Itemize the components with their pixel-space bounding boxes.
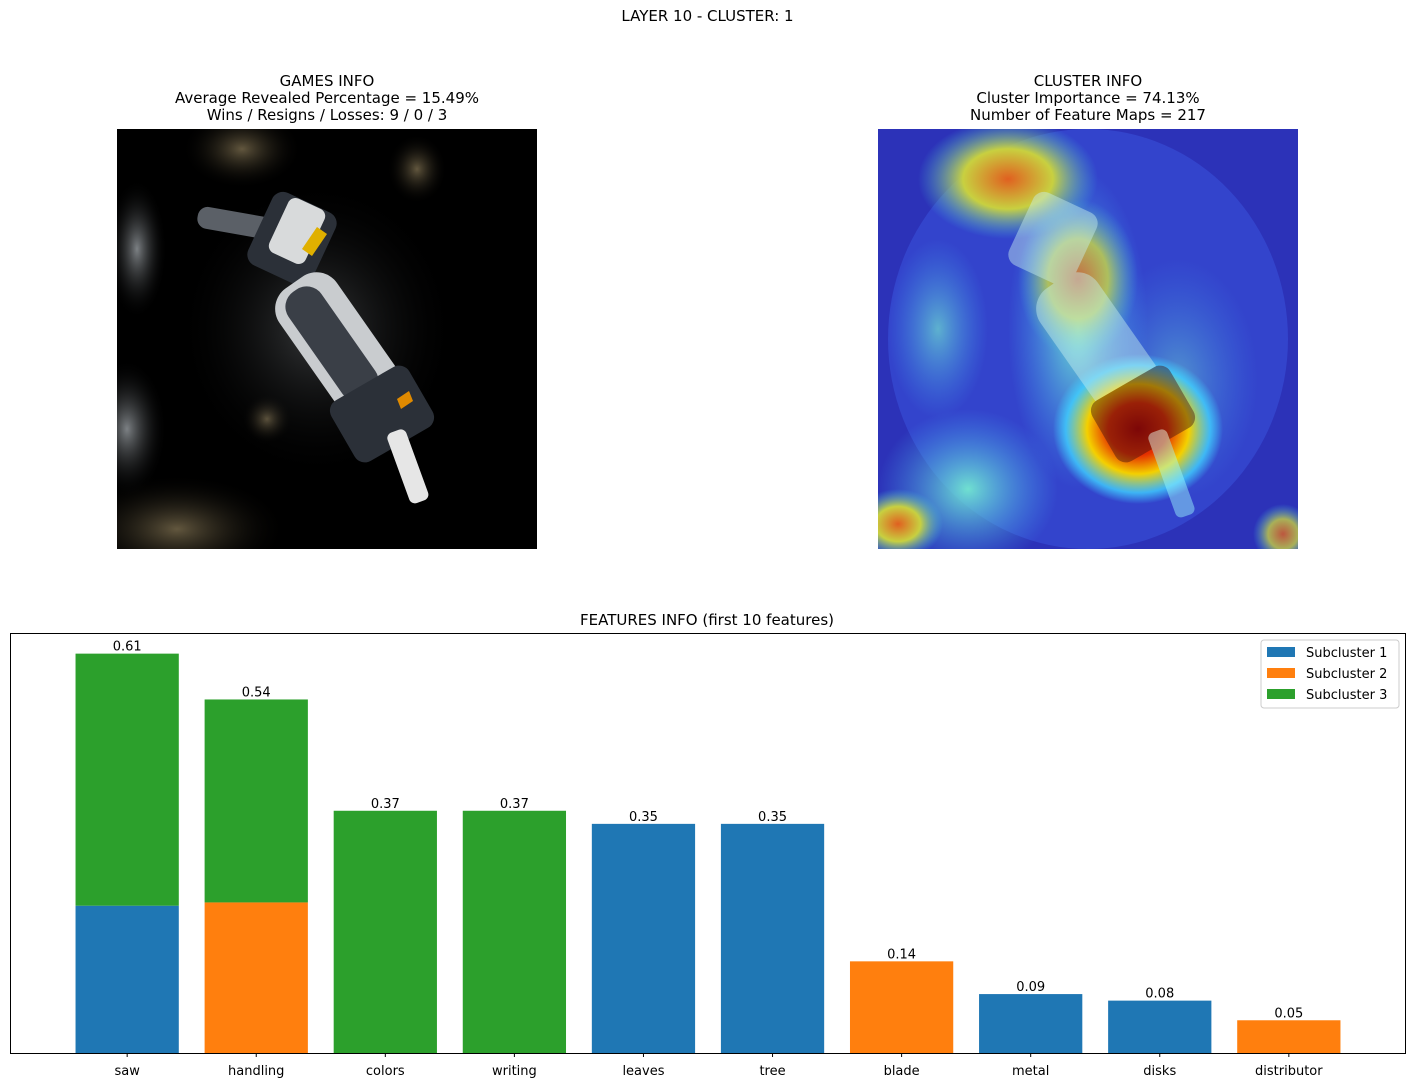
bar-blade-subcluster-2 (849, 961, 954, 1053)
heatmap-overlay-image (878, 129, 1298, 549)
value-label-distributor: 0.05 (1274, 1006, 1303, 1021)
average-revealed-percentage: Average Revealed Percentage = 15.49% (174, 89, 479, 107)
bar-saw-subcluster-3 (75, 653, 179, 906)
bar-colors-subcluster-3 (333, 810, 437, 1053)
value-label-writing: 0.37 (500, 797, 529, 812)
legend-label-subcluster-2: Subcluster 2 (1306, 667, 1387, 682)
bar-handling-subcluster-2 (204, 902, 308, 1053)
x-tick-label-disks: disks (1143, 1064, 1176, 1079)
revealed-image (117, 129, 537, 549)
bar-handling-subcluster-3 (204, 699, 308, 903)
bar-writing-subcluster-3 (462, 810, 567, 1053)
legend-swatch-subcluster-2 (1267, 668, 1295, 678)
figure-title: LAYER 10 - CLUSTER: 1 (621, 7, 794, 25)
bar-leaves-subcluster-1 (591, 823, 696, 1053)
legend-label-subcluster-1: Subcluster 1 (1306, 646, 1387, 661)
bar-distributor-subcluster-2 (1237, 1020, 1341, 1053)
legend: Subcluster 1 Subcluster 2 Subcluster 3 (1260, 639, 1400, 709)
x-tick-label-writing: writing (492, 1064, 537, 1079)
games-info-title: GAMES INFO Average Revealed Percentage =… (117, 73, 537, 124)
plot-frame (10, 633, 1406, 1054)
x-tick-label-distributor: distributor (1255, 1064, 1323, 1079)
value-label-saw: 0.61 (113, 640, 142, 655)
value-label-tree: 0.35 (758, 810, 787, 825)
bar-metal-subcluster-1 (979, 994, 1083, 1053)
legend-swatch-subcluster-3 (1267, 689, 1295, 699)
value-label-leaves: 0.35 (629, 810, 658, 825)
bar-disks-subcluster-1 (1108, 1000, 1212, 1053)
legend-swatch-subcluster-1 (1267, 647, 1295, 657)
wins-resigns-losses: Wins / Resigns / Losses: 9 / 0 / 3 (206, 106, 448, 124)
x-tick-label-handling: handling (228, 1064, 284, 1079)
value-label-disks: 0.08 (1145, 987, 1174, 1002)
games-info-heading: GAMES INFO (279, 72, 375, 90)
cluster-info-title: CLUSTER INFO Cluster Importance = 74.13%… (878, 73, 1298, 124)
bar-saw-subcluster-1 (75, 905, 179, 1053)
number-of-feature-maps: Number of Feature Maps = 217 (970, 106, 1206, 124)
x-tick-label-metal: metal (1012, 1064, 1049, 1079)
value-label-blade: 0.14 (887, 947, 916, 962)
value-label-colors: 0.37 (371, 797, 400, 812)
x-tick-label-blade: blade (884, 1064, 920, 1079)
chart-title: FEATURES INFO (first 10 features) (580, 611, 834, 629)
cluster-importance: Cluster Importance = 74.13% (976, 89, 1200, 107)
x-tick-label-tree: tree (759, 1064, 785, 1079)
legend-label-subcluster-3: Subcluster 3 (1306, 688, 1387, 703)
cluster-info-heading: CLUSTER INFO (1033, 72, 1143, 90)
x-tick-label-leaves: leaves (622, 1064, 664, 1079)
value-label-metal: 0.09 (1016, 980, 1045, 995)
bar-tree-subcluster-1 (720, 823, 825, 1053)
x-tick-label-colors: colors (366, 1064, 405, 1079)
x-tick-label-saw: saw (114, 1064, 140, 1079)
value-label-handling: 0.54 (242, 685, 271, 700)
chainsaw-shape (197, 191, 435, 504)
